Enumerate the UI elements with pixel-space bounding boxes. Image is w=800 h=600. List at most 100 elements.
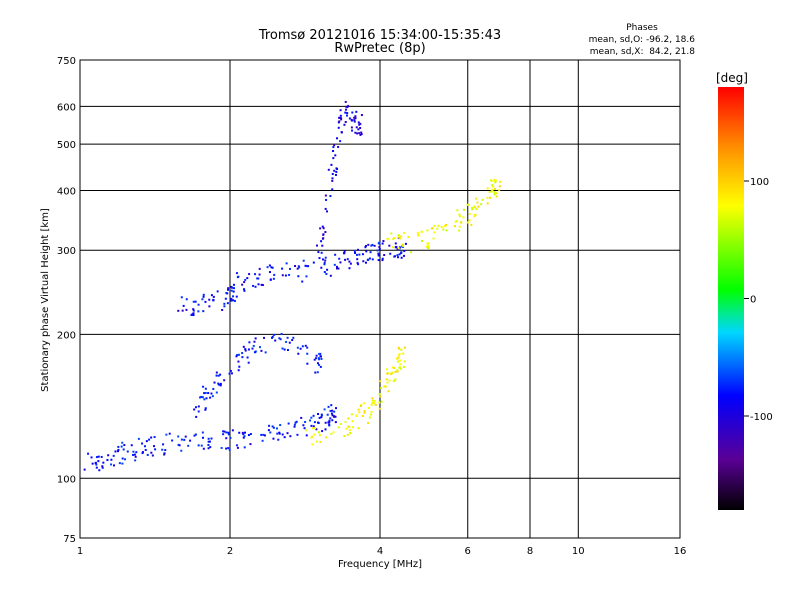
data-point [362,402,365,405]
data-point [287,422,290,425]
data-point [243,446,246,449]
data-point [334,415,337,418]
data-point [178,444,181,447]
data-point [219,384,222,387]
data-point [493,193,496,196]
data-point [312,261,315,264]
data-point [318,352,321,355]
data-point [398,359,401,362]
data-point [426,229,429,232]
data-point [394,255,397,258]
data-point [273,273,276,276]
data-point [354,251,357,254]
data-point [458,213,461,216]
x-tick-label: 4 [377,546,383,557]
data-point [261,284,264,287]
data-point [338,257,341,260]
data-point [237,369,240,372]
data-point [126,450,129,453]
data-point [162,443,165,446]
data-point [328,423,331,426]
data-point [361,414,364,417]
data-point [97,460,100,463]
data-point [388,379,391,382]
data-point [358,253,361,256]
data-point [325,198,328,201]
data-point [210,294,213,297]
data-point [204,391,207,394]
data-point [402,244,405,247]
data-point [494,187,497,190]
data-point [317,251,320,254]
data-point [442,228,445,231]
data-point [279,338,282,341]
data-point [338,120,341,123]
data-point [276,432,279,435]
data-point [489,196,492,199]
data-point [356,261,359,264]
data-point [371,397,374,400]
data-point [230,289,233,292]
data-point [383,254,386,257]
data-point [137,437,140,440]
data-point [151,454,154,457]
data-point [333,144,336,147]
data-point [339,261,342,264]
data-point [194,433,197,436]
data-point [117,448,120,451]
data-point [117,445,120,448]
data-point [236,446,239,449]
data-point [100,455,103,458]
data-point [130,444,133,447]
data-point [409,251,412,254]
data-point [207,437,210,440]
data-point [211,395,214,398]
data-point [270,266,273,269]
data-point [225,431,228,434]
data-point [221,308,224,311]
data-point [228,448,231,451]
data-point [458,229,461,232]
data-point [318,416,321,419]
data-point [253,351,256,354]
data-point [204,408,207,411]
data-point [244,349,247,352]
data-point [398,354,401,357]
data-point [261,439,264,442]
data-point [301,280,304,283]
data-point [296,267,299,270]
data-point [236,354,239,357]
data-point [315,354,318,357]
chart-subtitle: RwPretec (8p) [334,41,425,56]
data-point [323,261,326,264]
data-point [495,192,498,195]
data-point [237,275,240,278]
data-point [293,423,296,426]
data-point [177,309,180,312]
data-point [197,310,200,313]
data-point [371,399,374,402]
data-point [331,188,334,191]
data-point [321,244,324,247]
data-point [232,295,235,298]
data-point [244,278,247,281]
data-point [252,284,255,287]
data-point [317,412,320,415]
data-point [456,209,459,212]
data-point [301,345,304,348]
data-point [335,170,338,173]
data-point [260,349,263,352]
data-point [168,432,171,435]
data-point [329,409,332,412]
data-point [271,425,274,428]
data-point [355,253,358,256]
data-point [460,221,463,224]
data-point [344,420,347,423]
data-point [330,404,333,407]
data-point [339,109,342,112]
data-point [285,340,288,343]
data-point [490,190,493,193]
data-point [359,405,362,408]
data-point [330,163,333,166]
data-point [302,424,305,427]
